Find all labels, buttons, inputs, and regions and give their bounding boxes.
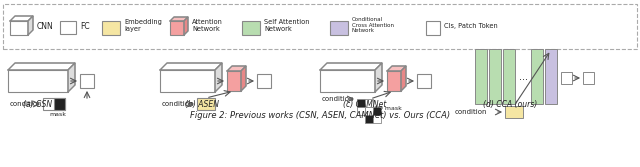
Text: Embedding
layer: Embedding layer: [124, 19, 162, 32]
FancyBboxPatch shape: [531, 49, 543, 104]
FancyBboxPatch shape: [417, 74, 431, 88]
Text: condition: condition: [10, 101, 42, 107]
Text: FC: FC: [80, 22, 90, 31]
FancyBboxPatch shape: [561, 72, 572, 84]
Polygon shape: [10, 16, 33, 21]
FancyBboxPatch shape: [489, 49, 501, 104]
FancyBboxPatch shape: [242, 21, 260, 35]
Text: (c) CAMNet: (c) CAMNet: [343, 100, 387, 109]
Text: ...: ...: [519, 72, 528, 82]
FancyBboxPatch shape: [227, 71, 241, 91]
FancyBboxPatch shape: [373, 107, 381, 115]
FancyBboxPatch shape: [257, 74, 271, 88]
Text: 3D mask: 3D mask: [374, 107, 402, 112]
FancyBboxPatch shape: [365, 99, 373, 107]
FancyBboxPatch shape: [365, 107, 373, 115]
FancyBboxPatch shape: [365, 107, 373, 115]
Polygon shape: [170, 17, 188, 21]
FancyBboxPatch shape: [3, 4, 637, 49]
Text: condition: condition: [322, 96, 355, 102]
FancyBboxPatch shape: [10, 21, 28, 35]
Polygon shape: [387, 66, 406, 71]
FancyBboxPatch shape: [170, 21, 184, 35]
FancyBboxPatch shape: [387, 71, 401, 91]
Polygon shape: [227, 66, 246, 71]
FancyBboxPatch shape: [365, 115, 373, 123]
Polygon shape: [241, 66, 246, 91]
FancyBboxPatch shape: [43, 98, 65, 110]
Polygon shape: [184, 17, 188, 35]
Text: CNN: CNN: [37, 22, 54, 31]
FancyBboxPatch shape: [320, 70, 375, 92]
Text: Attention
Network: Attention Network: [192, 19, 223, 32]
FancyBboxPatch shape: [330, 21, 348, 35]
FancyBboxPatch shape: [60, 21, 76, 34]
Polygon shape: [375, 63, 382, 92]
Text: Conditional
Cross Attention
Network: Conditional Cross Attention Network: [352, 17, 394, 33]
FancyBboxPatch shape: [102, 21, 120, 35]
Polygon shape: [160, 63, 222, 70]
FancyBboxPatch shape: [545, 49, 557, 104]
Text: condition: condition: [455, 109, 488, 115]
Text: condition: condition: [162, 101, 195, 107]
Text: mask: mask: [49, 112, 66, 117]
Text: Cls, Patch Token: Cls, Patch Token: [444, 23, 498, 29]
FancyBboxPatch shape: [54, 98, 65, 110]
FancyBboxPatch shape: [373, 115, 381, 123]
FancyBboxPatch shape: [583, 72, 594, 84]
FancyBboxPatch shape: [197, 98, 215, 110]
Text: (d) CCA (ours): (d) CCA (ours): [483, 100, 537, 109]
Text: Figure 2: Previous works (CSN, ASEN, CAMNet) vs. Ours (CCA): Figure 2: Previous works (CSN, ASEN, CAM…: [190, 111, 450, 120]
FancyBboxPatch shape: [8, 70, 68, 92]
FancyBboxPatch shape: [475, 49, 487, 104]
Text: Self Attention
Network: Self Attention Network: [264, 19, 310, 32]
FancyBboxPatch shape: [357, 107, 365, 115]
Text: (a) CSN: (a) CSN: [24, 100, 52, 109]
FancyBboxPatch shape: [503, 49, 515, 104]
FancyBboxPatch shape: [160, 70, 215, 92]
FancyBboxPatch shape: [426, 21, 440, 35]
FancyBboxPatch shape: [80, 74, 94, 88]
Polygon shape: [28, 16, 33, 35]
Polygon shape: [8, 63, 75, 70]
FancyBboxPatch shape: [505, 106, 523, 118]
Polygon shape: [215, 63, 222, 92]
Polygon shape: [401, 66, 406, 91]
FancyBboxPatch shape: [357, 99, 365, 107]
Polygon shape: [320, 63, 382, 70]
Polygon shape: [68, 63, 75, 92]
Text: (b) ASEN: (b) ASEN: [185, 100, 219, 109]
